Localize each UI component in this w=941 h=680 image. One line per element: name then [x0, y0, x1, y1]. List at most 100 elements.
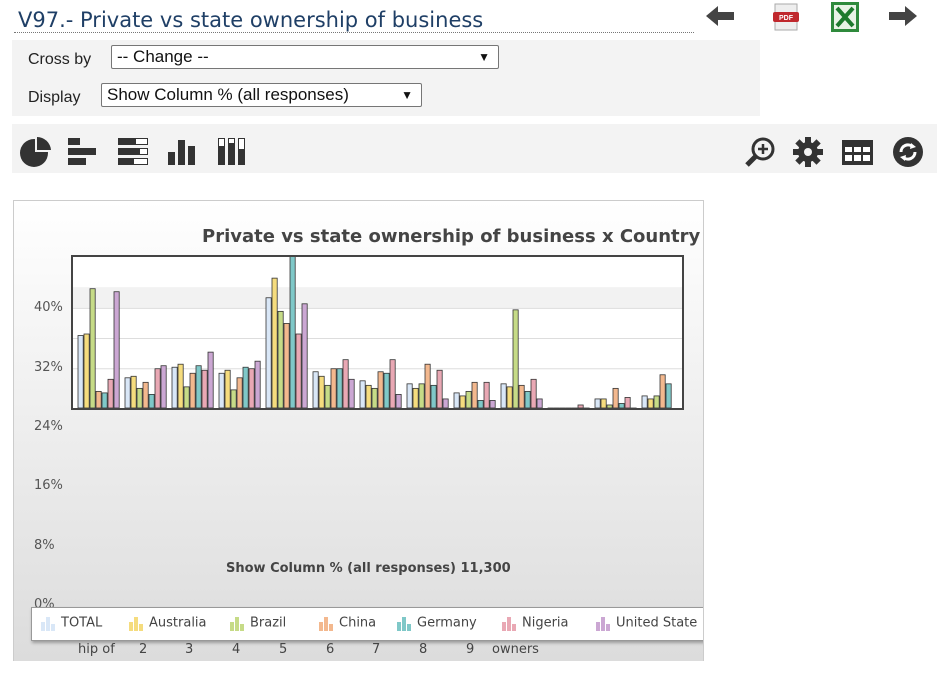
bar-total[interactable]	[265, 297, 272, 409]
bar-china[interactable]	[330, 368, 337, 409]
bar-nigeria[interactable]	[107, 378, 114, 409]
cross-by-select[interactable]: -- Change -- ▼	[111, 45, 499, 69]
arrow-left-icon[interactable]	[703, 2, 737, 32]
bar-germany[interactable]	[665, 383, 672, 409]
bar-nigeria[interactable]	[436, 369, 443, 409]
legend-item-china[interactable]: China	[318, 615, 376, 631]
bar-united-state[interactable]	[301, 303, 308, 409]
bar-china[interactable]	[142, 381, 149, 409]
bar-total[interactable]	[312, 371, 319, 409]
bar-brazil[interactable]	[277, 310, 284, 409]
bar-united-state[interactable]	[489, 400, 496, 409]
bar-nigeria[interactable]	[154, 368, 161, 409]
column-chart-icon[interactable]	[166, 136, 200, 170]
bar-nigeria[interactable]	[201, 369, 208, 409]
bar-brazil[interactable]	[465, 390, 472, 409]
legend-item-brazil[interactable]: Brazil	[229, 615, 286, 631]
pie-chart-icon[interactable]	[18, 136, 52, 170]
bar-germany[interactable]	[383, 372, 390, 409]
excel-icon[interactable]	[828, 2, 862, 32]
bar-united-state[interactable]	[442, 398, 449, 409]
bar-brazil[interactable]	[324, 384, 331, 409]
bar-total[interactable]	[641, 395, 648, 409]
bar-australia[interactable]	[83, 333, 90, 409]
bar-australia[interactable]	[130, 375, 137, 409]
bar-brazil[interactable]	[418, 383, 425, 409]
bar-germany[interactable]	[524, 390, 531, 409]
bar-germany[interactable]	[477, 400, 484, 409]
bar-united-state[interactable]	[254, 360, 261, 409]
bar-brazil[interactable]	[512, 309, 519, 409]
arrow-right-icon[interactable]	[886, 2, 920, 32]
bar-germany[interactable]	[101, 392, 108, 409]
bar-australia[interactable]	[271, 277, 278, 409]
bar-nigeria[interactable]	[624, 397, 631, 409]
bar-germany[interactable]	[289, 253, 296, 409]
bar-china[interactable]	[612, 387, 619, 409]
bar-brazil[interactable]	[653, 395, 660, 409]
bar-china[interactable]	[424, 363, 431, 409]
bar-total[interactable]	[218, 372, 225, 409]
bar-total[interactable]	[77, 335, 84, 409]
horizontal-bar-icon[interactable]	[67, 136, 101, 170]
stacked-bar-icon[interactable]	[117, 136, 151, 170]
bar-australia[interactable]	[177, 363, 184, 409]
bar-total[interactable]	[171, 366, 178, 409]
bar-united-state[interactable]	[348, 378, 355, 409]
settings-gear-icon[interactable]	[792, 136, 826, 170]
bar-germany[interactable]	[242, 366, 249, 409]
bar-china[interactable]	[518, 384, 525, 409]
bar-china[interactable]	[471, 381, 478, 409]
bar-united-state[interactable]	[395, 394, 402, 409]
bar-brazil[interactable]	[371, 387, 378, 409]
legend-item-germany[interactable]: Germany	[396, 615, 477, 631]
bar-australia[interactable]	[318, 375, 325, 409]
bar-australia[interactable]	[506, 386, 513, 409]
bar-brazil[interactable]	[136, 387, 143, 409]
bar-germany[interactable]	[336, 368, 343, 409]
bar-australia[interactable]	[459, 395, 466, 409]
legend-item-total[interactable]: TOTAL	[40, 615, 102, 631]
refresh-icon[interactable]	[892, 136, 926, 170]
bar-china[interactable]	[95, 390, 102, 409]
bar-nigeria[interactable]	[248, 368, 255, 409]
bar-brazil[interactable]	[606, 404, 613, 409]
bar-nigeria[interactable]	[577, 404, 584, 409]
zoom-icon[interactable]	[744, 136, 778, 170]
bar-china[interactable]	[377, 371, 384, 409]
legend-item-nigeria[interactable]: Nigeria	[501, 615, 569, 631]
bar-nigeria[interactable]	[389, 359, 396, 409]
bar-germany[interactable]	[618, 403, 625, 409]
bar-china[interactable]	[283, 323, 290, 409]
bar-germany[interactable]	[195, 365, 202, 409]
bar-australia[interactable]	[412, 387, 419, 409]
bar-nigeria[interactable]	[483, 381, 490, 409]
bar-china[interactable]	[189, 372, 196, 409]
legend-item-united-state[interactable]: United State	[595, 615, 697, 631]
bar-nigeria[interactable]	[342, 359, 349, 409]
bar-united-state[interactable]	[160, 365, 167, 409]
bar-united-state[interactable]	[207, 351, 214, 409]
bar-australia[interactable]	[365, 384, 372, 409]
display-select[interactable]: Show Column % (all responses) ▼	[101, 83, 422, 107]
bar-total[interactable]	[453, 392, 460, 409]
bar-nigeria[interactable]	[295, 333, 302, 409]
bar-australia[interactable]	[600, 398, 607, 409]
stacked-column-icon[interactable]	[216, 136, 250, 170]
bar-china[interactable]	[659, 374, 666, 409]
bar-total[interactable]	[124, 377, 131, 409]
bar-united-state[interactable]	[536, 398, 543, 409]
bar-brazil[interactable]	[183, 386, 190, 409]
bar-total[interactable]	[406, 383, 413, 409]
bar-united-state[interactable]	[113, 291, 120, 409]
bar-total[interactable]	[594, 398, 601, 409]
bar-total[interactable]	[500, 383, 507, 409]
bar-nigeria[interactable]	[530, 378, 537, 409]
bar-australia[interactable]	[224, 369, 231, 409]
bar-brazil[interactable]	[230, 389, 237, 409]
table-icon[interactable]	[841, 136, 875, 170]
pdf-icon[interactable]: PDF	[770, 2, 804, 32]
legend-item-australia[interactable]: Australia	[128, 615, 207, 631]
bar-china[interactable]	[236, 377, 243, 409]
bar-germany[interactable]	[148, 394, 155, 409]
